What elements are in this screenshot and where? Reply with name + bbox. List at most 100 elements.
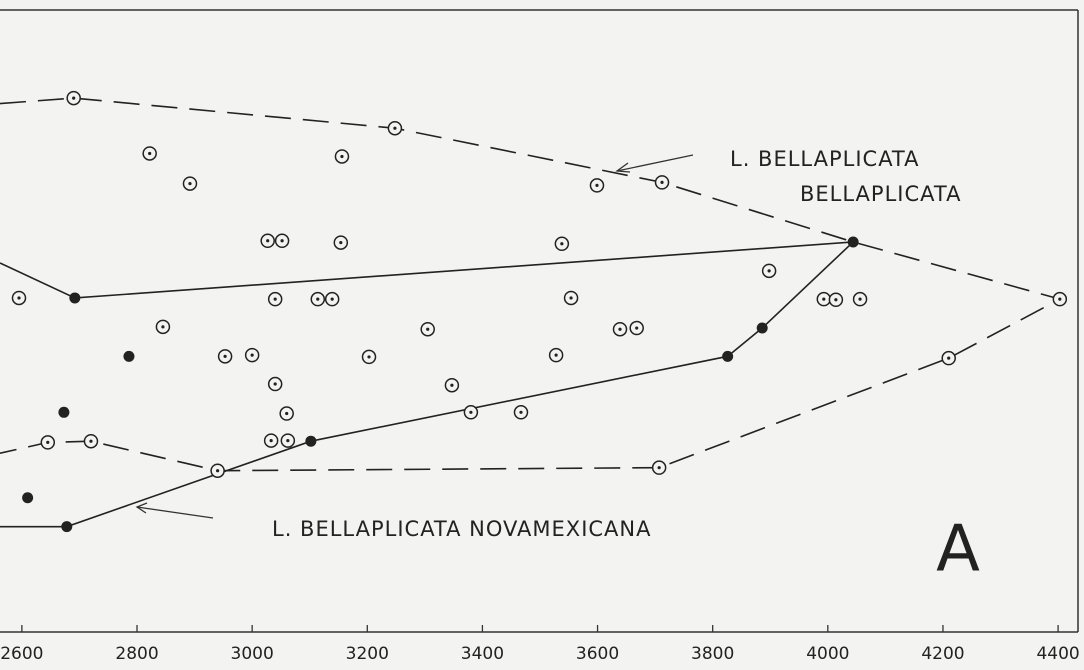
point	[66, 90, 81, 106]
point	[123, 350, 135, 362]
point-dot	[660, 180, 664, 184]
point	[182, 176, 198, 191]
point	[210, 463, 225, 478]
point	[305, 435, 317, 447]
point-dot	[188, 181, 192, 186]
point	[629, 320, 644, 336]
point	[387, 120, 403, 136]
point-dot	[767, 269, 771, 273]
point	[513, 405, 529, 420]
point	[852, 291, 868, 307]
point-dot	[426, 327, 430, 331]
x-tick-label: 3000	[231, 644, 274, 664]
x-tick-label: 4000	[806, 644, 849, 664]
point-dot	[340, 154, 344, 159]
point	[563, 290, 579, 306]
point	[22, 492, 34, 504]
point-dot	[330, 297, 334, 301]
point-dot	[822, 297, 826, 301]
point-dot	[554, 353, 558, 357]
point	[654, 175, 670, 190]
point-dot	[393, 126, 397, 130]
point	[612, 321, 628, 337]
point-dot	[269, 438, 273, 443]
point-dot	[250, 353, 254, 357]
arrow	[136, 506, 214, 519]
point-dot	[273, 297, 277, 301]
point-dot	[148, 151, 152, 156]
point	[263, 433, 279, 448]
point-dot	[46, 440, 50, 444]
x-tick-label: 3800	[691, 644, 734, 664]
x-tick-label: 2800	[115, 644, 158, 664]
point	[155, 319, 171, 335]
point	[58, 406, 70, 418]
point	[11, 290, 27, 306]
point	[722, 350, 734, 362]
point-dot	[834, 298, 838, 302]
annotation: L. BELLAPLICATA	[730, 147, 920, 171]
point	[420, 321, 435, 337]
point-dot	[618, 327, 622, 331]
point	[589, 178, 605, 193]
point	[361, 349, 377, 365]
point	[40, 435, 56, 450]
point	[267, 291, 283, 307]
point	[554, 236, 570, 252]
point	[267, 376, 283, 392]
x-tick-label: 3400	[461, 644, 504, 664]
point-dot	[266, 239, 270, 243]
point	[941, 350, 956, 366]
point	[83, 433, 99, 449]
point-dot	[560, 242, 564, 246]
point-dot	[657, 466, 661, 470]
point-dot	[519, 410, 523, 414]
point	[651, 460, 667, 475]
point-dot	[469, 410, 473, 414]
point	[334, 149, 350, 164]
point	[444, 377, 460, 393]
point-dot	[450, 383, 454, 387]
point	[1052, 291, 1068, 307]
point-dot	[89, 439, 93, 443]
panel-label: A	[936, 513, 980, 587]
point	[333, 235, 349, 250]
point	[217, 349, 233, 364]
point-dot	[161, 325, 165, 329]
x-tick-label: 3200	[346, 644, 389, 664]
x-tick-label: 3600	[576, 644, 619, 664]
point-dot	[223, 354, 227, 358]
point	[69, 292, 81, 304]
point-dot	[17, 296, 21, 300]
x-tick-label: 2600	[0, 644, 43, 664]
point	[274, 233, 290, 249]
point-dot	[1058, 297, 1062, 301]
x-tick-label: 4400	[1036, 644, 1079, 664]
point	[324, 291, 340, 307]
arrow-head	[615, 162, 631, 173]
point-dot	[216, 469, 220, 473]
point-dot	[858, 297, 862, 301]
arrow	[616, 154, 694, 172]
point	[761, 263, 777, 279]
outline	[0, 241, 856, 528]
point	[61, 521, 73, 533]
point	[828, 292, 844, 307]
point	[847, 236, 859, 248]
point-dot	[947, 356, 951, 360]
point	[310, 291, 326, 307]
x-tick-label: 4200	[921, 644, 964, 664]
point-dot	[635, 326, 639, 330]
point	[548, 347, 564, 363]
point-dot	[280, 239, 284, 243]
point	[816, 291, 832, 307]
annotation: BELLAPLICATA	[800, 182, 961, 206]
point	[244, 347, 260, 363]
point	[260, 233, 275, 249]
point-dot	[569, 296, 573, 300]
point	[142, 146, 157, 161]
point-dot	[286, 438, 290, 443]
point-dot	[273, 382, 277, 386]
point-dot	[595, 183, 599, 187]
